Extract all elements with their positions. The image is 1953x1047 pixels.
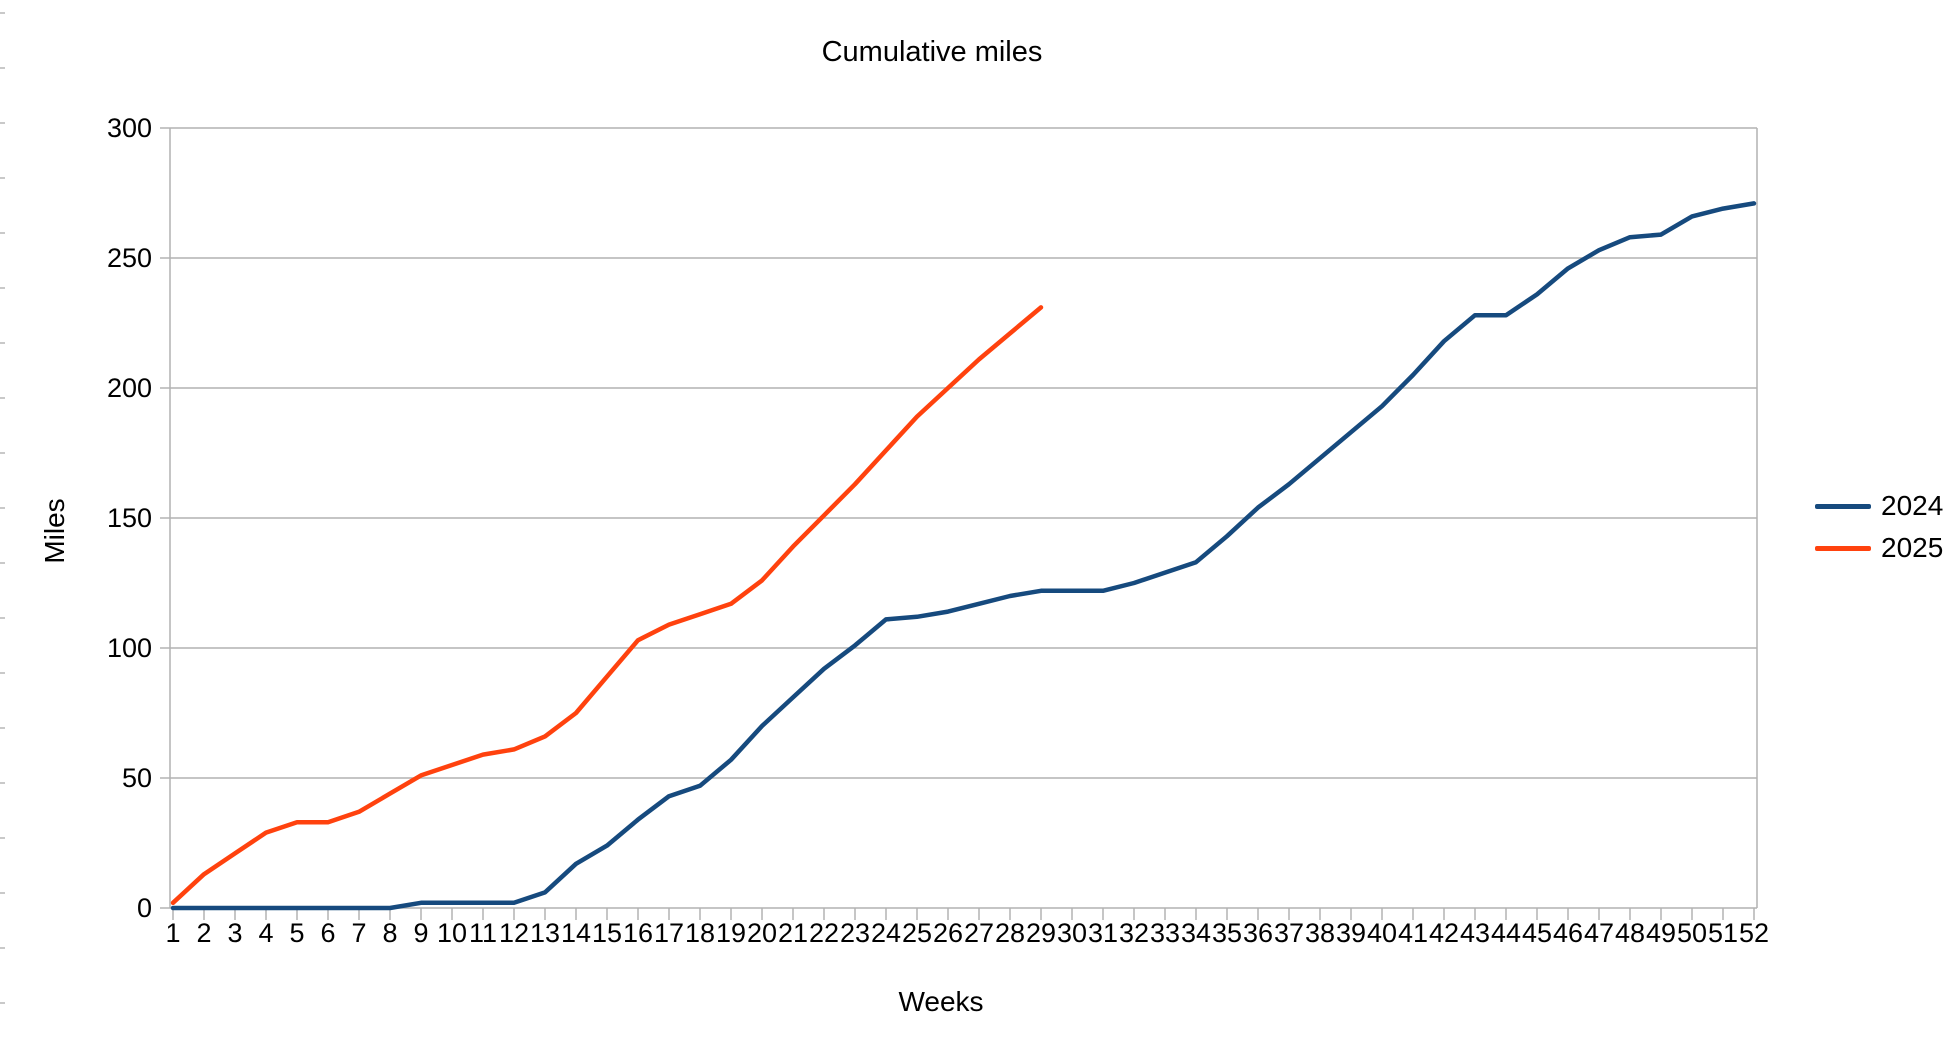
y-tick-label: 0 [137,893,152,923]
x-tick-label: 1 [165,918,180,948]
y-tick-label: 50 [122,763,152,793]
left-edge-ruler-dash [0,892,5,894]
x-tick-label: 21 [778,918,808,948]
x-tick-label: 44 [1491,918,1521,948]
x-tick-label: 19 [716,918,746,948]
x-tick-label: 41 [1398,918,1428,948]
x-tick-label: 43 [1460,918,1490,948]
x-tick-label: 51 [1708,918,1738,948]
x-tick-label: 24 [871,918,901,948]
x-tick-label: 32 [1119,918,1149,948]
left-edge-ruler-dash [0,562,5,564]
y-tick-label: 300 [107,113,152,143]
x-tick-label: 31 [1088,918,1118,948]
x-tick-label: 27 [964,918,994,948]
left-edge-ruler-dash [0,837,5,839]
y-tick-label: 100 [107,633,152,663]
x-tick-label: 12 [499,918,529,948]
x-tick-label: 10 [437,918,467,948]
left-edge-ruler-dash [0,617,5,619]
left-edge-ruler-dash [0,452,5,454]
left-edge-ruler-dash [0,67,5,69]
x-tick-label: 38 [1305,918,1335,948]
x-tick-label: 33 [1150,918,1180,948]
x-tick-label: 48 [1615,918,1645,948]
x-tick-label: 47 [1584,918,1614,948]
series-line-2025 [170,305,1044,906]
y-tick-label: 250 [107,243,152,273]
series-line-2024 [170,201,1757,911]
x-tick-label: 8 [382,918,397,948]
x-tick-label: 30 [1057,918,1087,948]
left-edge-ruler-dash [0,287,5,289]
y-tick-label: 200 [107,373,152,403]
left-edge-ruler-dash [0,727,5,729]
x-tick-label: 26 [933,918,963,948]
legend-swatch-2025 [1815,545,1871,551]
x-tick-label: 16 [623,918,653,948]
x-tick-label: 23 [840,918,870,948]
x-tick-label: 28 [995,918,1025,948]
left-edge-ruler-dash [0,782,5,784]
x-tick-label: 25 [902,918,932,948]
x-tick-label: 37 [1274,918,1304,948]
y-tick-label: 150 [107,503,152,533]
left-edge-ruler-dash [0,122,5,124]
x-tick-label: 50 [1677,918,1707,948]
legend-swatch-2024 [1815,503,1871,509]
legend: 2024 2025 [1815,492,1943,562]
left-edge-ruler-dash [0,947,5,949]
legend-entry-2024: 2024 [1815,492,1943,520]
x-tick-label: 2 [196,918,211,948]
left-edge-ruler-dash [0,672,5,674]
x-tick-label: 6 [320,918,335,948]
x-tick-label: 17 [654,918,684,948]
x-tick-label: 52 [1739,918,1769,948]
x-tick-label: 42 [1429,918,1459,948]
x-tick-label: 35 [1212,918,1242,948]
chart-title: Cumulative miles [821,36,1043,68]
x-tick-label: 40 [1367,918,1397,948]
x-tick-label: 15 [592,918,622,948]
left-edge-ruler-dash [0,1002,5,1004]
x-tick-label: 22 [809,918,839,948]
x-tick-label: 45 [1522,918,1552,948]
left-edge-ruler-dash [0,12,5,14]
x-tick-label: 7 [351,918,366,948]
left-edge-ruler-dash [0,232,5,234]
left-edge-ruler-dash [0,397,5,399]
x-tick-label: 18 [685,918,715,948]
x-tick-label: 39 [1336,918,1366,948]
x-tick-label: 36 [1243,918,1273,948]
x-tick-label: 3 [227,918,242,948]
y-axis-title: Miles [39,498,70,564]
x-axis-title: Weeks [898,986,984,1017]
legend-label-2025: 2025 [1881,532,1944,563]
x-tick-label: 34 [1181,918,1211,948]
left-edge-ruler-dash [0,177,5,179]
left-edge-ruler-dash [0,507,5,509]
x-tick-label: 5 [289,918,304,948]
x-tick-label: 11 [469,918,497,948]
x-tick-label: 20 [747,918,777,948]
left-edge-ruler-dash [0,342,5,344]
legend-label-2024: 2024 [1881,490,1944,521]
x-tick-label: 9 [413,918,428,948]
x-tick-label: 14 [561,918,591,948]
x-tick-label: 49 [1646,918,1676,948]
x-tick-label: 13 [530,918,560,948]
x-tick-label: 46 [1553,918,1583,948]
x-tick-label: 4 [258,918,273,948]
x-tick-label: 29 [1026,918,1056,948]
legend-entry-2025: 2025 [1815,534,1943,562]
